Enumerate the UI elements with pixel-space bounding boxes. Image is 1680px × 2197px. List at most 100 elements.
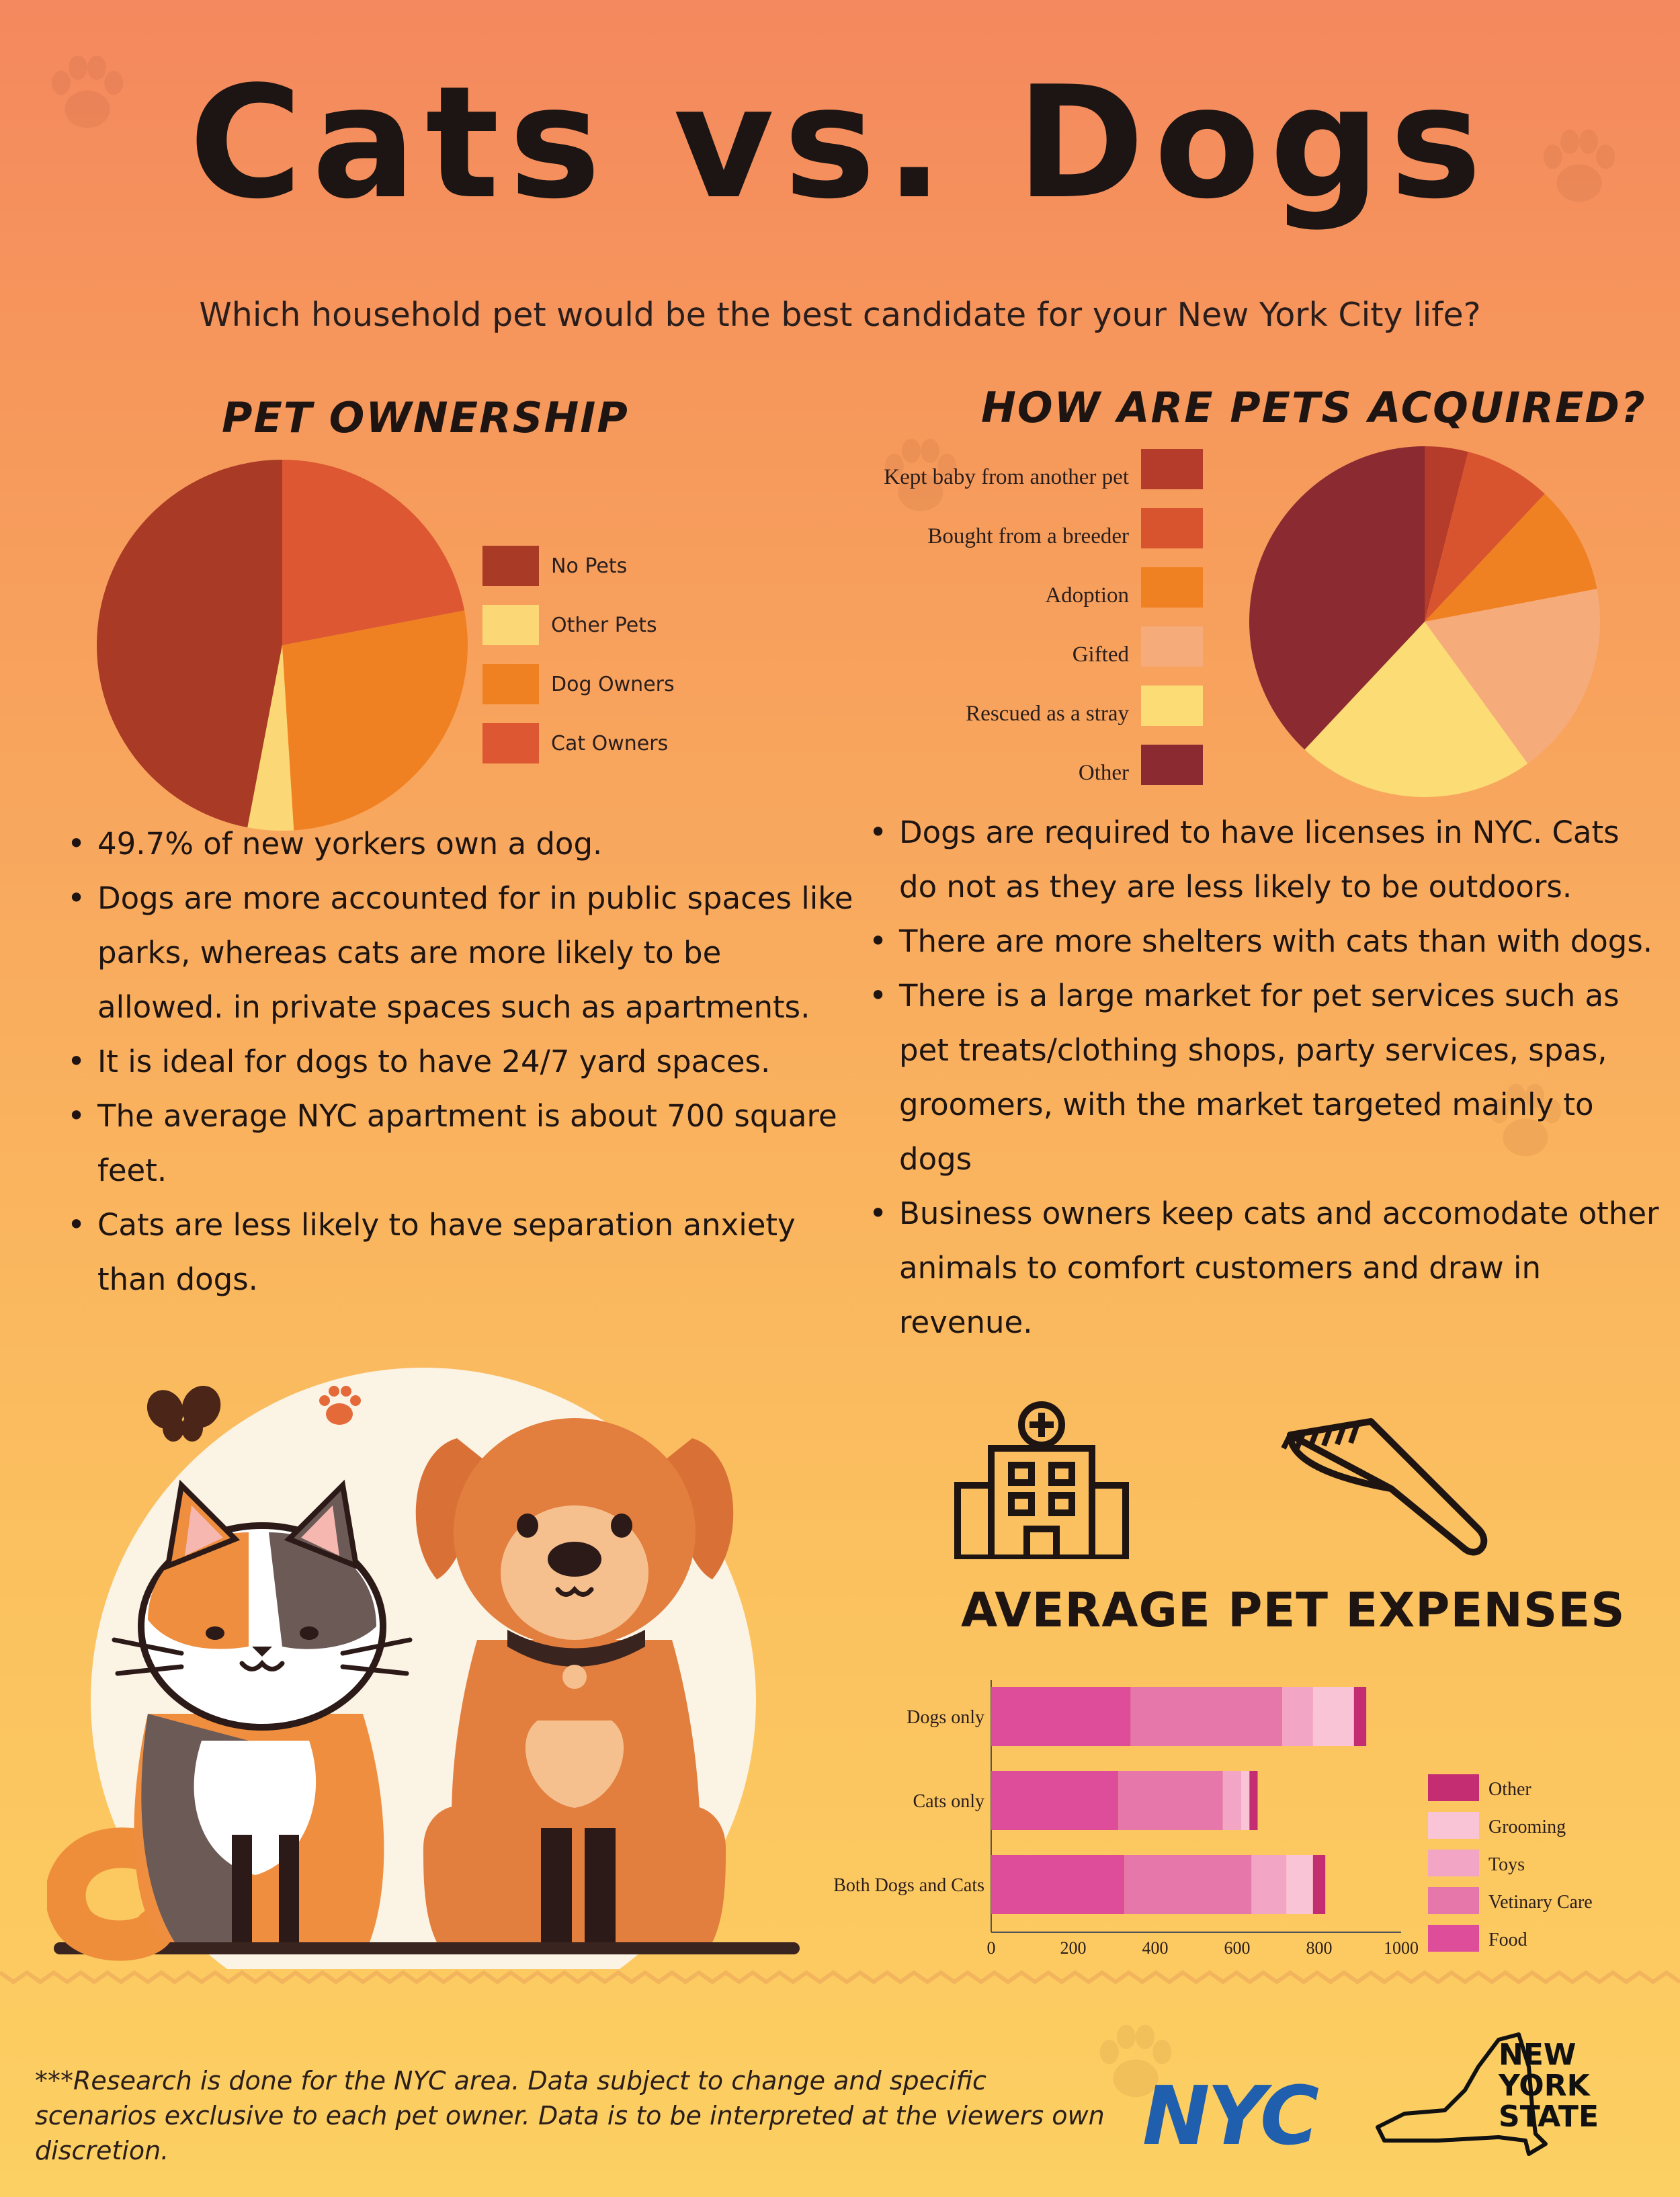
bar-segment-vetinary-care (1118, 1771, 1223, 1830)
legend-label: Rescued as a stray (966, 702, 1129, 726)
bar-segment-grooming (1286, 1855, 1313, 1914)
list-item: The average NYC apartment is about 700 s… (67, 1089, 857, 1198)
pet-ownership-pie-chart (96, 460, 468, 831)
paw-print-icon (1099, 2024, 1172, 2098)
category-label: Dogs only (907, 1707, 984, 1728)
bar-segment-food (991, 1687, 1131, 1746)
pets-acquired-pie-chart (1249, 446, 1600, 797)
list-item: It is ideal for dogs to have 24/7 yard s… (67, 1034, 857, 1089)
pet-ownership-heading: PET OWNERSHIP (222, 393, 629, 442)
list-item: Dogs are required to have licenses in NY… (869, 805, 1665, 914)
bar-segment-toys (1251, 1855, 1287, 1914)
bar-segment-other (1249, 1771, 1258, 1830)
hospital-icon (954, 1401, 1129, 1559)
legend-swatch (1428, 1812, 1479, 1839)
legend-label: Toys (1488, 1854, 1525, 1875)
paw-print-icon (1543, 129, 1615, 202)
list-item: Business owners keep cats and accomodate… (869, 1186, 1665, 1350)
right-fact-list: Dogs are required to have licenses in NY… (869, 805, 1665, 1350)
bar-segment-other (1312, 1855, 1326, 1914)
page-subtitle: Which household pet would be the best ca… (199, 296, 1481, 334)
legend-item-cat-owners: Cat Owners (482, 723, 668, 763)
legend-label: Vetinary Care (1488, 1892, 1593, 1913)
category-label: Both Dogs and Cats (833, 1875, 984, 1896)
legend-label: Other (1488, 1779, 1531, 1800)
bar-segment-food (991, 1771, 1119, 1830)
legend-label: Adoption (1045, 583, 1129, 608)
average-pet-expenses-chart: Dogs only Cats only Both Dogs and Cats 0 200… (833, 1680, 1593, 1958)
list-item: 49.7% of new yorkers own a dog. (67, 817, 857, 871)
list-item: Dogs are more accounted for in public sp… (67, 871, 857, 1034)
pets-acquired-legend: Kept baby from another pet Bought from a… (780, 449, 1129, 785)
legend-label: Other Pets (551, 613, 657, 637)
bar-segment-grooming (1312, 1687, 1354, 1746)
legend-swatch (482, 605, 539, 645)
cat-and-dog-illustration (47, 1368, 800, 1969)
category-label: Cats only (913, 1791, 984, 1812)
x-tick-label: 800 (1306, 1938, 1333, 1958)
legend-swatch (1428, 1774, 1479, 1801)
pie-slice-no-pets (96, 460, 282, 828)
legend-item-other-pets: Other Pets (482, 605, 657, 645)
legend-label: Bought from a breeder (927, 524, 1129, 548)
legend-swatch (482, 546, 539, 586)
x-tick-label: 0 (987, 1938, 996, 1958)
legend-swatch (1428, 1925, 1479, 1952)
legend-swatch (1141, 508, 1203, 548)
pet-ownership-legend: No Pets Other Pets Dog Owners Cat Owners (482, 546, 724, 774)
pie-slice-rescued-as-a-stray (1304, 622, 1528, 797)
legend-swatch (1141, 449, 1203, 489)
left-fact-list: 49.7% of new yorkers own a dog. Dogs are… (67, 817, 857, 1307)
legend-swatch (482, 723, 539, 763)
bar-segment-vetinary-care (1124, 1855, 1252, 1914)
butterfly-icon (146, 1385, 221, 1442)
bar-segment-toys (1282, 1687, 1313, 1746)
legend-label: Kept baby from another pet (884, 465, 1129, 489)
legend-label: Dog Owners (551, 672, 675, 696)
legend-swatch (482, 664, 539, 704)
bar-segment-toys (1222, 1771, 1242, 1830)
paw-print-icon (51, 55, 124, 128)
list-item: There is a large market for pet services… (869, 968, 1665, 1186)
list-item: There are more shelters with cats than w… (869, 914, 1665, 968)
new-york-state-logo: NEW YORK STATE (1499, 2040, 1599, 2132)
legend-item-no-pets: No Pets (482, 546, 627, 586)
legend-swatch (1141, 686, 1203, 726)
legend-label: Other (1078, 761, 1129, 785)
comb-icon (1281, 1418, 1488, 1556)
bar-segment-other (1353, 1687, 1367, 1746)
list-item: Cats are less likely to have separation … (67, 1198, 857, 1307)
paw-print-icon (319, 1386, 361, 1425)
new-york-state-map-icon (1376, 2032, 1548, 2156)
pie-slice-other (1249, 446, 1425, 750)
logo-word: STATE (1499, 2100, 1599, 2134)
x-tick-label: 600 (1224, 1938, 1251, 1958)
zigzag-divider (0, 1970, 1680, 1985)
pie-slice-dog-owners (282, 610, 468, 831)
bar-segment-vetinary-care (1130, 1687, 1283, 1746)
x-tick-label: 400 (1142, 1938, 1169, 1958)
legend-label: Food (1488, 1930, 1527, 1950)
legend-label: Cat Owners (551, 731, 669, 755)
bar-segment-food (991, 1855, 1125, 1914)
legend-label: Gifted (1072, 642, 1129, 667)
nyc-logo: NYC (1142, 2070, 1319, 2163)
legend-label: Grooming (1488, 1817, 1566, 1837)
pets-acquired-heading: HOW ARE PETS ACQUIRED? (981, 383, 1646, 432)
average-pet-expenses-heading: AVERAGE PET EXPENSES (961, 1583, 1626, 1638)
legend-swatch (1428, 1887, 1479, 1914)
legend-swatch (1141, 745, 1203, 785)
page-title: Cats vs. Dogs (189, 54, 1491, 233)
legend-label: No Pets (551, 554, 628, 578)
x-tick-label: 1000 (1384, 1938, 1419, 1958)
x-tick-label: 200 (1060, 1938, 1087, 1958)
legend-swatch (1141, 626, 1203, 667)
pie-slice-gifted (1425, 589, 1600, 764)
logo-word: NEW (1499, 2038, 1577, 2072)
pie-slice-adoption (1425, 493, 1597, 622)
legend-swatch (1428, 1850, 1479, 1876)
pie-slice-bought-from-a-breeder (1425, 452, 1545, 622)
legend-swatch (1141, 567, 1203, 608)
bar-segment-grooming (1241, 1771, 1250, 1830)
